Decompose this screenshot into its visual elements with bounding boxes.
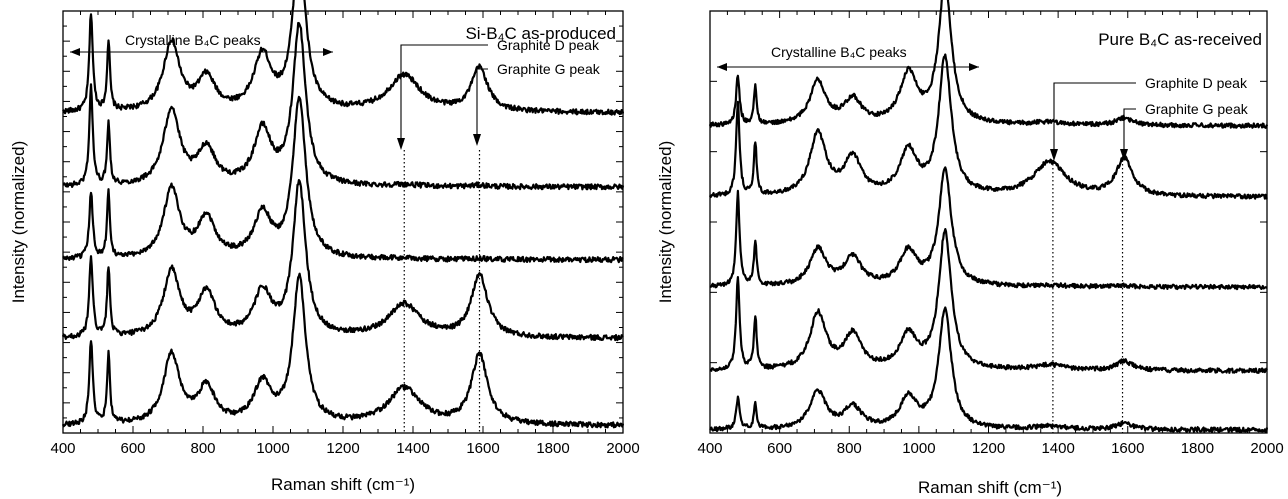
axis-ticks — [62, 11, 624, 433]
spectrum-trace-1 — [62, 0, 625, 116]
x-tick-label: 1800 — [1181, 440, 1214, 457]
spectra — [61, 0, 625, 429]
crystalline-range-arrow — [717, 63, 979, 71]
x-tick-label: 400 — [50, 440, 75, 457]
spectra — [708, 0, 1269, 433]
d-peak-callout — [397, 44, 488, 150]
crystalline-range-arrow — [70, 48, 333, 56]
crystalline-label: Crystalline B₄C peaks — [125, 32, 261, 48]
x-tick-label: 1200 — [326, 440, 359, 457]
x-tick-labels: 400 600 800 1000 1200 1400 1600 1800 2000 — [50, 440, 639, 457]
panel-si-b4c: Crystalline B₄C peaks Graphite D peak Gr… — [9, 0, 640, 494]
x-tick-label: 2000 — [1250, 440, 1283, 457]
g-peak-label: Graphite G peak — [1145, 101, 1249, 117]
x-tick-label: 1600 — [1111, 440, 1144, 457]
x-tick-labels: 400 600 800 1000 1200 1400 1600 1800 2000 — [697, 440, 1283, 457]
y-axis-label: Intensity (normalized) — [656, 141, 675, 304]
spectrum-trace-1 — [708, 0, 1269, 129]
x-tick-label: 400 — [697, 440, 722, 457]
y-axis-label: Intensity (normalized) — [9, 141, 28, 304]
d-peak-callout — [1050, 82, 1136, 161]
x-tick-label: 800 — [837, 440, 862, 457]
spectrum-trace-4 — [61, 179, 624, 342]
x-tick-label: 1400 — [396, 440, 429, 457]
x-tick-label: 1000 — [256, 440, 289, 457]
x-axis-label: Raman shift (cm⁻¹) — [271, 475, 415, 494]
panel-pure-b4c: Crystalline B₄C peaks Graphite D peak Gr… — [656, 0, 1284, 497]
x-tick-label: 1400 — [1041, 440, 1074, 457]
chart-title: Si-B₄C as-produced — [465, 24, 616, 43]
x-tick-label: 1800 — [536, 440, 569, 457]
spectrum-trace-3 — [62, 95, 624, 264]
x-tick-label: 1200 — [972, 440, 1005, 457]
x-tick-label: 800 — [190, 440, 215, 457]
spectrum-trace-5 — [61, 272, 625, 429]
spectrum-trace-5 — [709, 306, 1269, 433]
x-tick-label: 1600 — [466, 440, 499, 457]
x-tick-label: 600 — [120, 440, 145, 457]
spectrum-trace-3 — [709, 166, 1268, 291]
spectrum-trace-4 — [709, 228, 1268, 374]
spectrum-trace-2 — [708, 53, 1268, 200]
chart-title: Pure B₄C as-received — [1098, 30, 1262, 49]
spectrum-trace-2 — [62, 21, 625, 191]
x-tick-label: 2000 — [606, 440, 639, 457]
d-peak-label: Graphite D peak — [1145, 75, 1248, 91]
crystalline-label: Crystalline B₄C peaks — [771, 44, 907, 60]
x-axis-label: Raman shift (cm⁻¹) — [918, 478, 1062, 497]
g-peak-label: Graphite G peak — [497, 61, 601, 77]
x-tick-label: 600 — [767, 440, 792, 457]
g-peak-callout — [473, 68, 488, 146]
g-peak-callout — [1120, 108, 1136, 161]
d-peak-label: Graphite D peak — [497, 37, 600, 53]
x-tick-label: 1000 — [902, 440, 935, 457]
